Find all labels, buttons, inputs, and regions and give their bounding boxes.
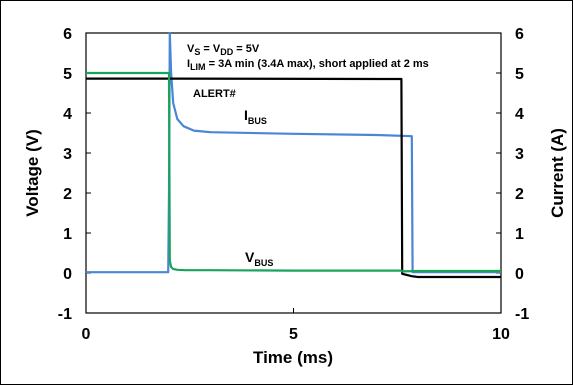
left-tick-label: 3	[63, 146, 72, 163]
right-tick-label: 2	[515, 186, 524, 203]
label-ibus: IBUS	[244, 107, 267, 126]
right-axis-ticks: -1 0 1 2 3 4 5 6	[496, 26, 529, 323]
left-tick-label: 6	[63, 26, 72, 43]
x-axis-label: Time (ms)	[253, 348, 333, 367]
left-axis-ticks: -1 0 1 2 3 4 5 6	[58, 26, 91, 323]
right-tick-label: 3	[515, 146, 524, 163]
right-tick-label: 6	[515, 26, 524, 43]
right-tick-label: 5	[515, 66, 524, 83]
y-axis-label-left: Voltage (V)	[23, 129, 42, 217]
right-tick-label: 4	[515, 106, 524, 123]
left-tick-label: 5	[63, 66, 72, 83]
label-vbus: VBUS	[245, 249, 273, 268]
right-tick-label: -1	[515, 306, 529, 323]
series-layer	[86, 31, 501, 279]
right-tick-label: 0	[515, 266, 524, 283]
left-tick-label: 1	[63, 226, 72, 243]
right-tick-label: 1	[515, 226, 524, 243]
x-axis-ticks: 0 5 10	[82, 308, 510, 343]
left-tick-label: 2	[63, 186, 72, 203]
x-tick-label: 10	[492, 326, 510, 343]
left-tick-label: -1	[58, 306, 72, 323]
y-axis-label-right: Current (A)	[548, 128, 567, 218]
series-line-vbus	[86, 71, 501, 273]
left-tick-label: 0	[63, 266, 72, 283]
annotation-current-limit: ILIM = 3A min (3.4A max), short applied …	[187, 58, 429, 72]
label-alert: ALERT#	[193, 88, 236, 100]
x-tick-label: 5	[289, 326, 298, 343]
left-tick-label: 4	[63, 106, 72, 123]
x-tick-label: 0	[82, 326, 91, 343]
annotation-supply: VS = VDD = 5V	[187, 43, 260, 57]
